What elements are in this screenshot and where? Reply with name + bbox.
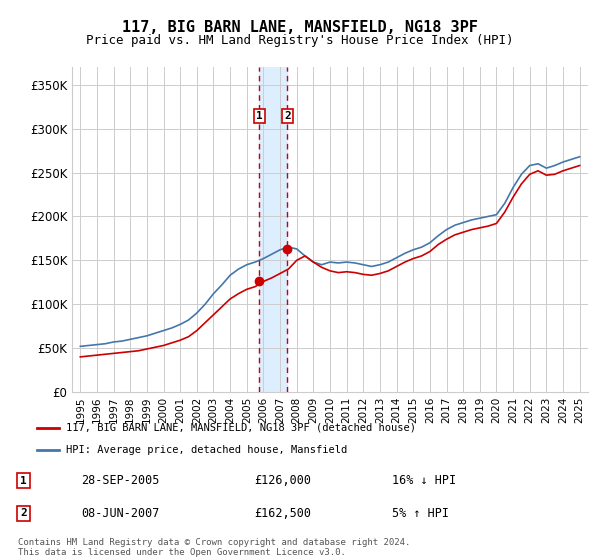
Text: 117, BIG BARN LANE, MANSFIELD, NG18 3PF: 117, BIG BARN LANE, MANSFIELD, NG18 3PF bbox=[122, 20, 478, 35]
Text: 28-SEP-2005: 28-SEP-2005 bbox=[81, 474, 160, 487]
Text: £162,500: £162,500 bbox=[254, 507, 311, 520]
Text: 117, BIG BARN LANE, MANSFIELD, NG18 3PF (detached house): 117, BIG BARN LANE, MANSFIELD, NG18 3PF … bbox=[66, 423, 416, 433]
Text: 1: 1 bbox=[20, 475, 27, 486]
Text: 16% ↓ HPI: 16% ↓ HPI bbox=[392, 474, 456, 487]
Bar bbox=[259, 67, 287, 392]
Text: Price paid vs. HM Land Registry's House Price Index (HPI): Price paid vs. HM Land Registry's House … bbox=[86, 34, 514, 46]
Text: 1: 1 bbox=[256, 111, 263, 121]
Text: HPI: Average price, detached house, Mansfield: HPI: Average price, detached house, Mans… bbox=[66, 445, 347, 455]
Text: 2: 2 bbox=[20, 508, 27, 519]
Text: 5% ↑ HPI: 5% ↑ HPI bbox=[392, 507, 449, 520]
Text: Contains HM Land Registry data © Crown copyright and database right 2024.
This d: Contains HM Land Registry data © Crown c… bbox=[18, 538, 410, 557]
Text: 08-JUN-2007: 08-JUN-2007 bbox=[81, 507, 160, 520]
Text: £126,000: £126,000 bbox=[254, 474, 311, 487]
Text: 2: 2 bbox=[284, 111, 291, 121]
